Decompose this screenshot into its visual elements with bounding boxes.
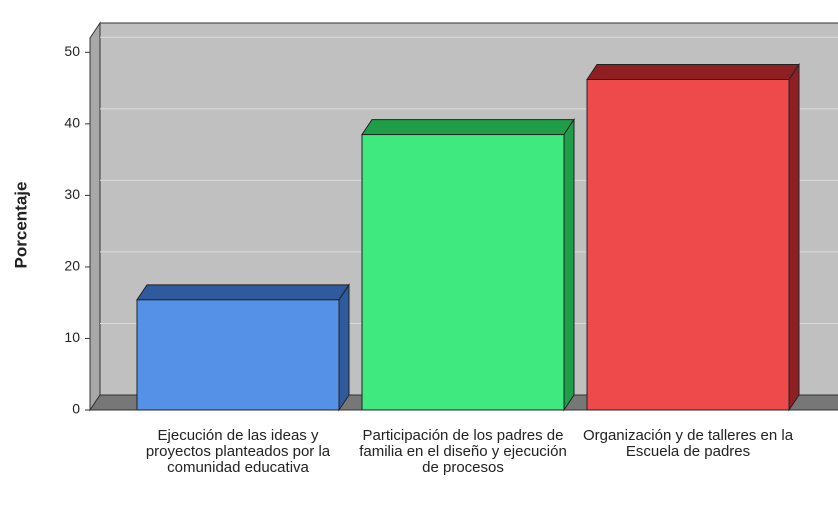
bar	[586, 78, 790, 411]
x-tick-label: Organización y de talleres en la Escuela…	[582, 427, 794, 460]
y-tick-label: 30	[64, 186, 80, 202]
bar-top	[136, 284, 350, 301]
y-tick-label: 20	[64, 258, 80, 274]
bar-side	[563, 117, 575, 412]
y-tick-label: 50	[64, 43, 80, 59]
bar-top	[361, 119, 575, 136]
bar	[136, 299, 340, 411]
x-tick-label: Ejecución de las ideas y proyectos plant…	[145, 427, 331, 476]
bar-side	[788, 62, 800, 412]
y-tick-label: 10	[64, 329, 80, 345]
bar-top	[586, 63, 800, 80]
x-tick-label: Participación de los padres de familia e…	[359, 427, 567, 476]
y-tick-label: 0	[72, 401, 80, 417]
side-wall	[89, 21, 101, 412]
y-axis-label: Porcentaje	[11, 182, 30, 269]
bar-side	[338, 283, 350, 412]
y-tick-label: 40	[64, 115, 80, 131]
bar	[361, 134, 565, 411]
